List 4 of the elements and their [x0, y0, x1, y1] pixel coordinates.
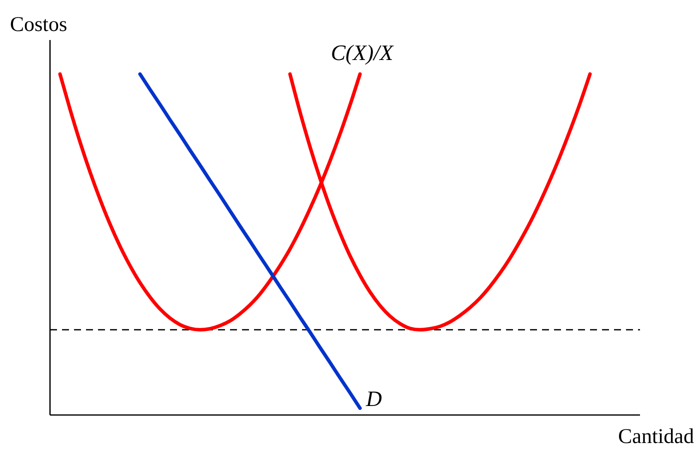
- series-label: C(X)/X: [330, 40, 395, 66]
- series-label: D: [365, 386, 382, 412]
- x-axis-title: Cantidad: [618, 424, 694, 449]
- y-axis-title: Costos: [10, 12, 68, 37]
